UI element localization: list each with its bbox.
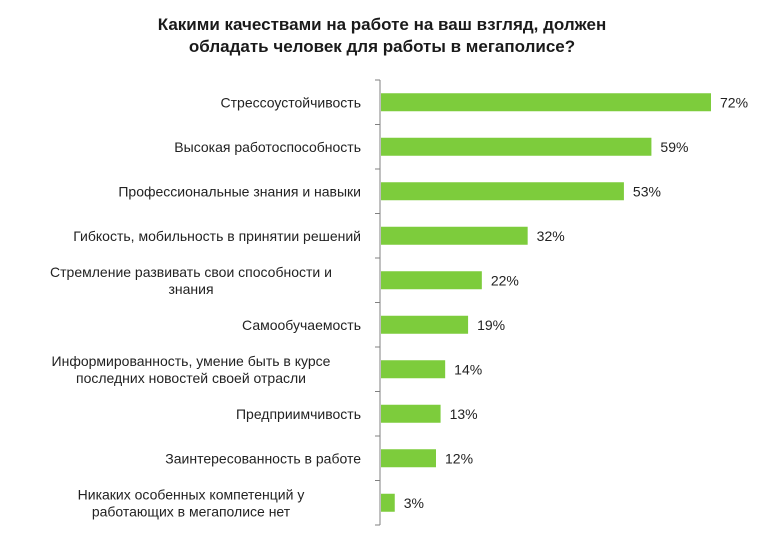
value-label: 59%	[660, 139, 688, 155]
category-label: Заинтересованность в работе	[165, 450, 361, 466]
bar	[381, 271, 482, 290]
bar	[381, 315, 469, 334]
category-label: Информированность, умение быть в курсе по…	[52, 353, 331, 386]
value-label: 22%	[491, 272, 519, 288]
bar	[381, 93, 711, 112]
bar	[381, 360, 446, 379]
value-label: 32%	[537, 228, 565, 244]
bar	[381, 137, 652, 156]
value-label: 72%	[720, 94, 748, 110]
bar	[381, 493, 395, 512]
category-label: Высокая работоспособность	[174, 139, 361, 155]
category-label: Профессиональные знания и навыки	[118, 183, 361, 199]
category-label: Самообучаемость	[242, 317, 361, 333]
value-label: 14%	[454, 361, 482, 377]
bar	[381, 404, 441, 423]
value-label: 12%	[445, 450, 473, 466]
category-label: Предприимчивость	[236, 406, 361, 422]
value-label: 13%	[450, 406, 478, 422]
value-label: 53%	[633, 183, 661, 199]
value-label: 19%	[477, 317, 505, 333]
category-label: Стрессоустойчивость	[221, 94, 361, 110]
chart-title: Какими качествами на работе на ваш взгля…	[157, 15, 607, 56]
bar	[381, 449, 436, 468]
bar	[381, 182, 624, 201]
value-label: 3%	[404, 495, 424, 511]
category-label: Гибкость, мобильность в принятии решений	[73, 228, 361, 244]
bar	[381, 226, 528, 245]
category-label: Никаких особенных компетенций у работающи…	[78, 486, 305, 519]
